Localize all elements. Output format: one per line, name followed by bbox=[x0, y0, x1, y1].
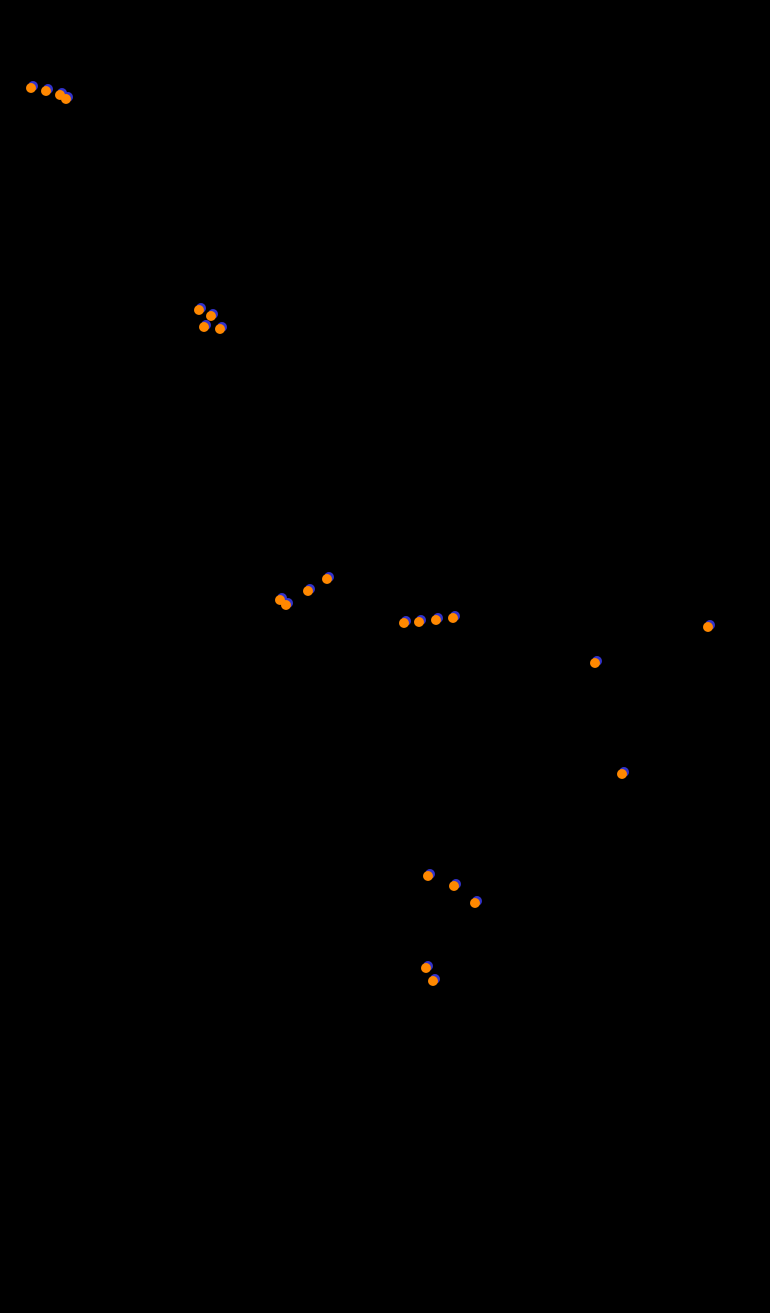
scatter-point bbox=[431, 615, 441, 625]
scatter-plot bbox=[0, 0, 770, 1313]
scatter-point bbox=[281, 600, 291, 610]
scatter-point bbox=[590, 658, 600, 668]
scatter-point bbox=[428, 976, 438, 986]
scatter-point bbox=[421, 963, 431, 973]
scatter-point bbox=[399, 618, 409, 628]
scatter-point bbox=[303, 586, 313, 596]
scatter-point bbox=[194, 305, 204, 315]
scatter-point bbox=[617, 769, 627, 779]
scatter-point bbox=[199, 322, 209, 332]
scatter-point bbox=[41, 86, 51, 96]
scatter-point bbox=[322, 574, 332, 584]
scatter-point bbox=[26, 83, 36, 93]
scatter-point bbox=[448, 613, 458, 623]
scatter-point bbox=[61, 94, 71, 104]
scatter-point bbox=[703, 622, 713, 632]
scatter-point bbox=[449, 881, 459, 891]
scatter-point bbox=[423, 871, 433, 881]
scatter-point bbox=[414, 617, 424, 627]
scatter-point bbox=[215, 324, 225, 334]
scatter-point bbox=[206, 311, 216, 321]
scatter-point bbox=[470, 898, 480, 908]
